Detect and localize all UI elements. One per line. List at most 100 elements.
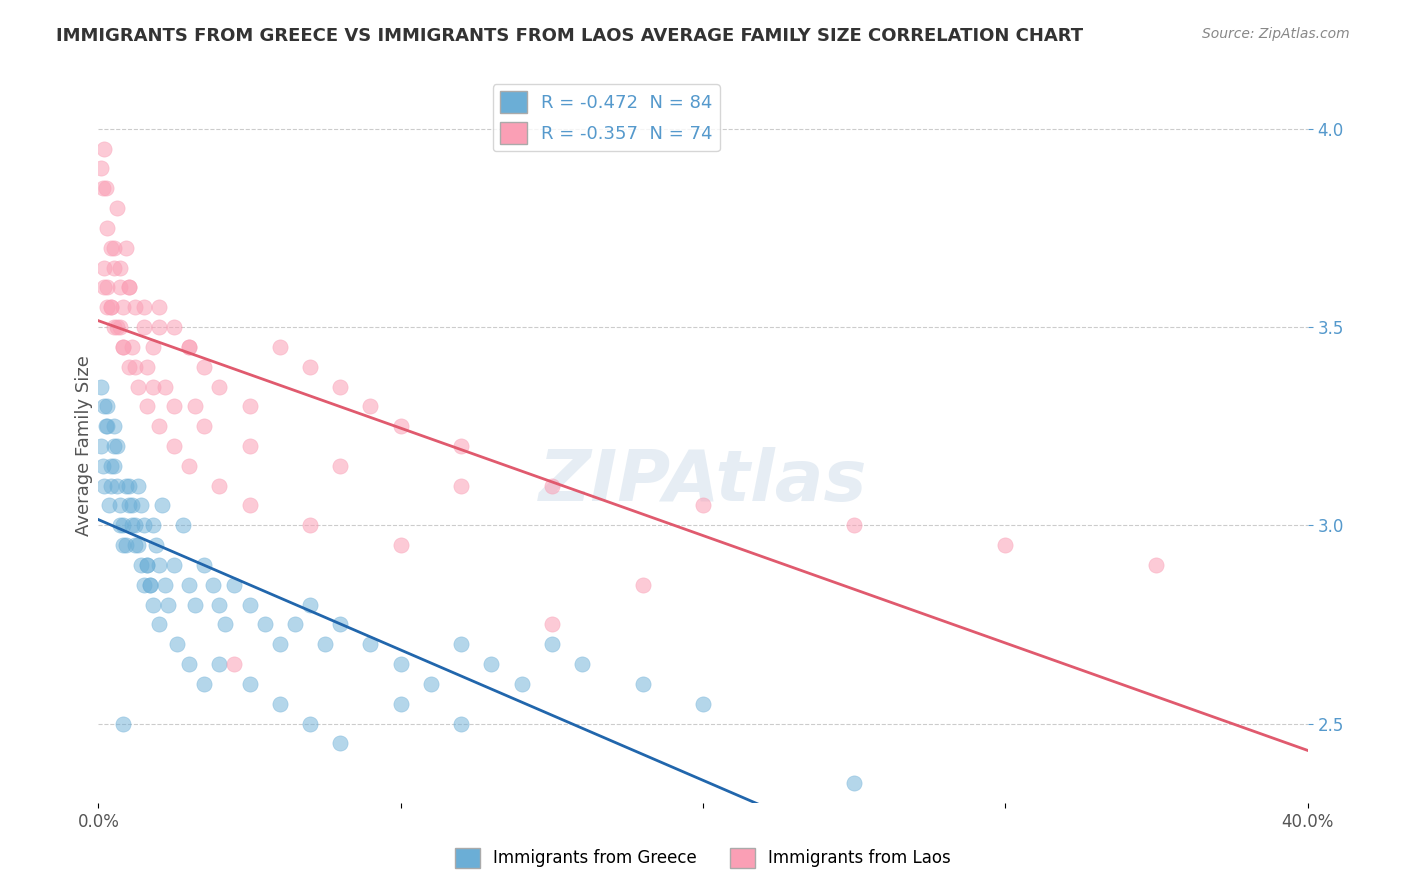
Point — [179, 657, 201, 671]
Point — [127, 538, 149, 552]
Point — [105, 439, 128, 453]
Point — [96, 400, 118, 414]
Point — [269, 340, 291, 354]
Point — [118, 499, 141, 513]
Point — [184, 598, 207, 612]
Point — [124, 300, 146, 314]
Point — [108, 280, 131, 294]
Point — [93, 142, 115, 156]
Point — [994, 538, 1017, 552]
Point — [135, 558, 157, 572]
Point — [124, 518, 146, 533]
Point — [269, 637, 291, 651]
Point — [111, 340, 134, 354]
Point — [111, 518, 134, 533]
Point — [179, 340, 201, 354]
Point — [179, 340, 201, 354]
Point — [329, 458, 352, 473]
Point — [90, 379, 112, 393]
Point — [214, 617, 236, 632]
Point — [360, 637, 382, 651]
Point — [692, 499, 714, 513]
Point — [132, 300, 155, 314]
Point — [163, 439, 186, 453]
Point — [139, 578, 162, 592]
Point — [148, 320, 170, 334]
Point — [631, 578, 654, 592]
Point — [118, 280, 141, 294]
Point — [94, 181, 117, 195]
Point — [1146, 558, 1168, 572]
Point — [91, 458, 114, 473]
Point — [239, 499, 262, 513]
Point — [450, 637, 472, 651]
Point — [118, 478, 141, 492]
Point — [631, 677, 654, 691]
Point — [389, 697, 412, 711]
Point — [108, 320, 131, 334]
Point — [111, 716, 134, 731]
Point — [163, 400, 186, 414]
Point — [132, 518, 155, 533]
Point — [142, 379, 165, 393]
Point — [132, 578, 155, 592]
Point — [239, 677, 262, 691]
Point — [91, 181, 114, 195]
Point — [129, 499, 152, 513]
Point — [148, 617, 170, 632]
Point — [224, 578, 246, 592]
Point — [844, 776, 866, 790]
Point — [135, 558, 157, 572]
Point — [121, 340, 143, 354]
Point — [111, 340, 134, 354]
Point — [329, 379, 352, 393]
Point — [103, 439, 125, 453]
Point — [145, 538, 167, 552]
Point — [208, 478, 231, 492]
Point — [299, 518, 322, 533]
Point — [103, 419, 125, 434]
Point — [93, 280, 115, 294]
Point — [93, 478, 115, 492]
Point — [127, 379, 149, 393]
Point — [184, 400, 207, 414]
Point — [239, 598, 262, 612]
Point — [103, 241, 125, 255]
Point — [105, 320, 128, 334]
Point — [163, 320, 186, 334]
Point — [163, 558, 186, 572]
Point — [148, 300, 170, 314]
Point — [208, 598, 231, 612]
Point — [389, 419, 412, 434]
Point — [96, 300, 118, 314]
Point — [100, 458, 122, 473]
Legend: R = -0.472  N = 84, R = -0.357  N = 74: R = -0.472 N = 84, R = -0.357 N = 74 — [492, 84, 720, 152]
Point — [127, 478, 149, 492]
Point — [450, 478, 472, 492]
Point — [105, 478, 128, 492]
Point — [94, 419, 117, 434]
Point — [93, 400, 115, 414]
Point — [481, 657, 503, 671]
Point — [571, 657, 593, 671]
Point — [450, 716, 472, 731]
Point — [150, 499, 173, 513]
Point — [179, 578, 201, 592]
Point — [389, 657, 412, 671]
Point — [450, 439, 472, 453]
Point — [103, 260, 125, 275]
Point — [103, 320, 125, 334]
Point — [166, 637, 188, 651]
Point — [193, 677, 215, 691]
Point — [360, 400, 382, 414]
Point — [329, 736, 352, 750]
Point — [118, 280, 141, 294]
Point — [108, 260, 131, 275]
Point — [208, 379, 231, 393]
Point — [111, 300, 134, 314]
Point — [132, 320, 155, 334]
Point — [299, 359, 322, 374]
Point — [100, 241, 122, 255]
Point — [93, 260, 115, 275]
Point — [105, 201, 128, 215]
